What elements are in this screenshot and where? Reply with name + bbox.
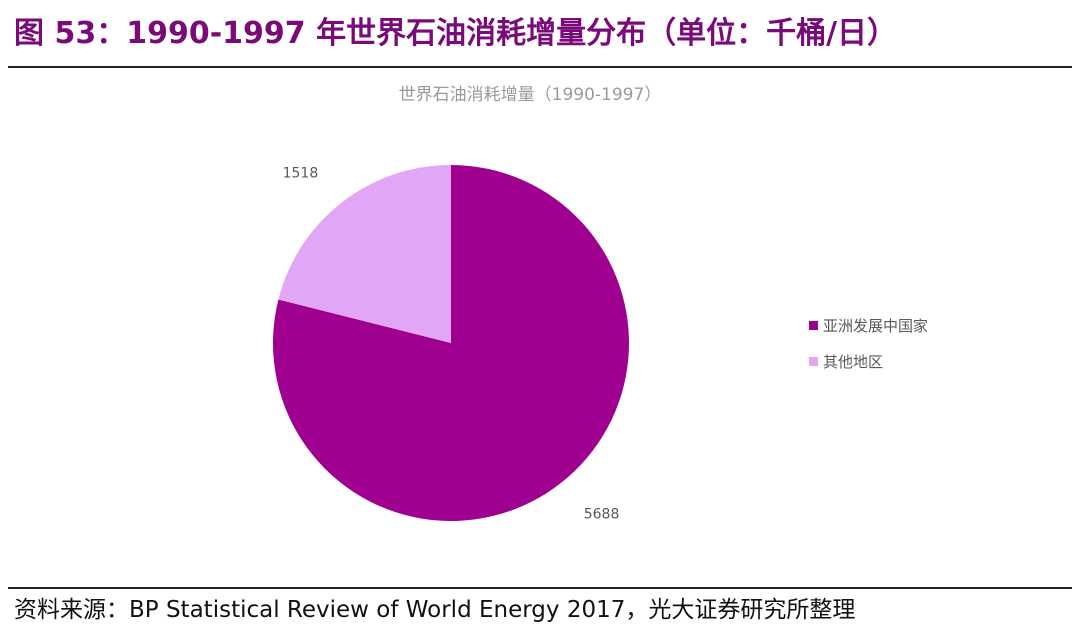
data-label-2: 1518 — [283, 166, 319, 182]
legend-swatch-2 — [809, 357, 818, 366]
source-note: 资料来源：BP Statistical Review of World Ener… — [14, 597, 856, 623]
data-labels: 5688 1518 — [283, 166, 620, 523]
legend-label-1: 亚洲发展中国家 — [823, 317, 928, 335]
legend-label-2: 其他地区 — [823, 353, 883, 371]
chart-title: 世界石油消耗增量（1990-1997） — [399, 85, 662, 105]
top-rule — [8, 66, 1072, 68]
data-label-1: 5688 — [584, 506, 620, 522]
figure-title: 图 53：1990-1997 年世界石油消耗增量分布（单位：千桶/日） — [14, 16, 898, 51]
legend-swatch-1 — [809, 321, 818, 330]
pie-slices — [273, 165, 629, 521]
bottom-rule — [8, 587, 1072, 589]
pie-slice-2 — [278, 165, 451, 343]
